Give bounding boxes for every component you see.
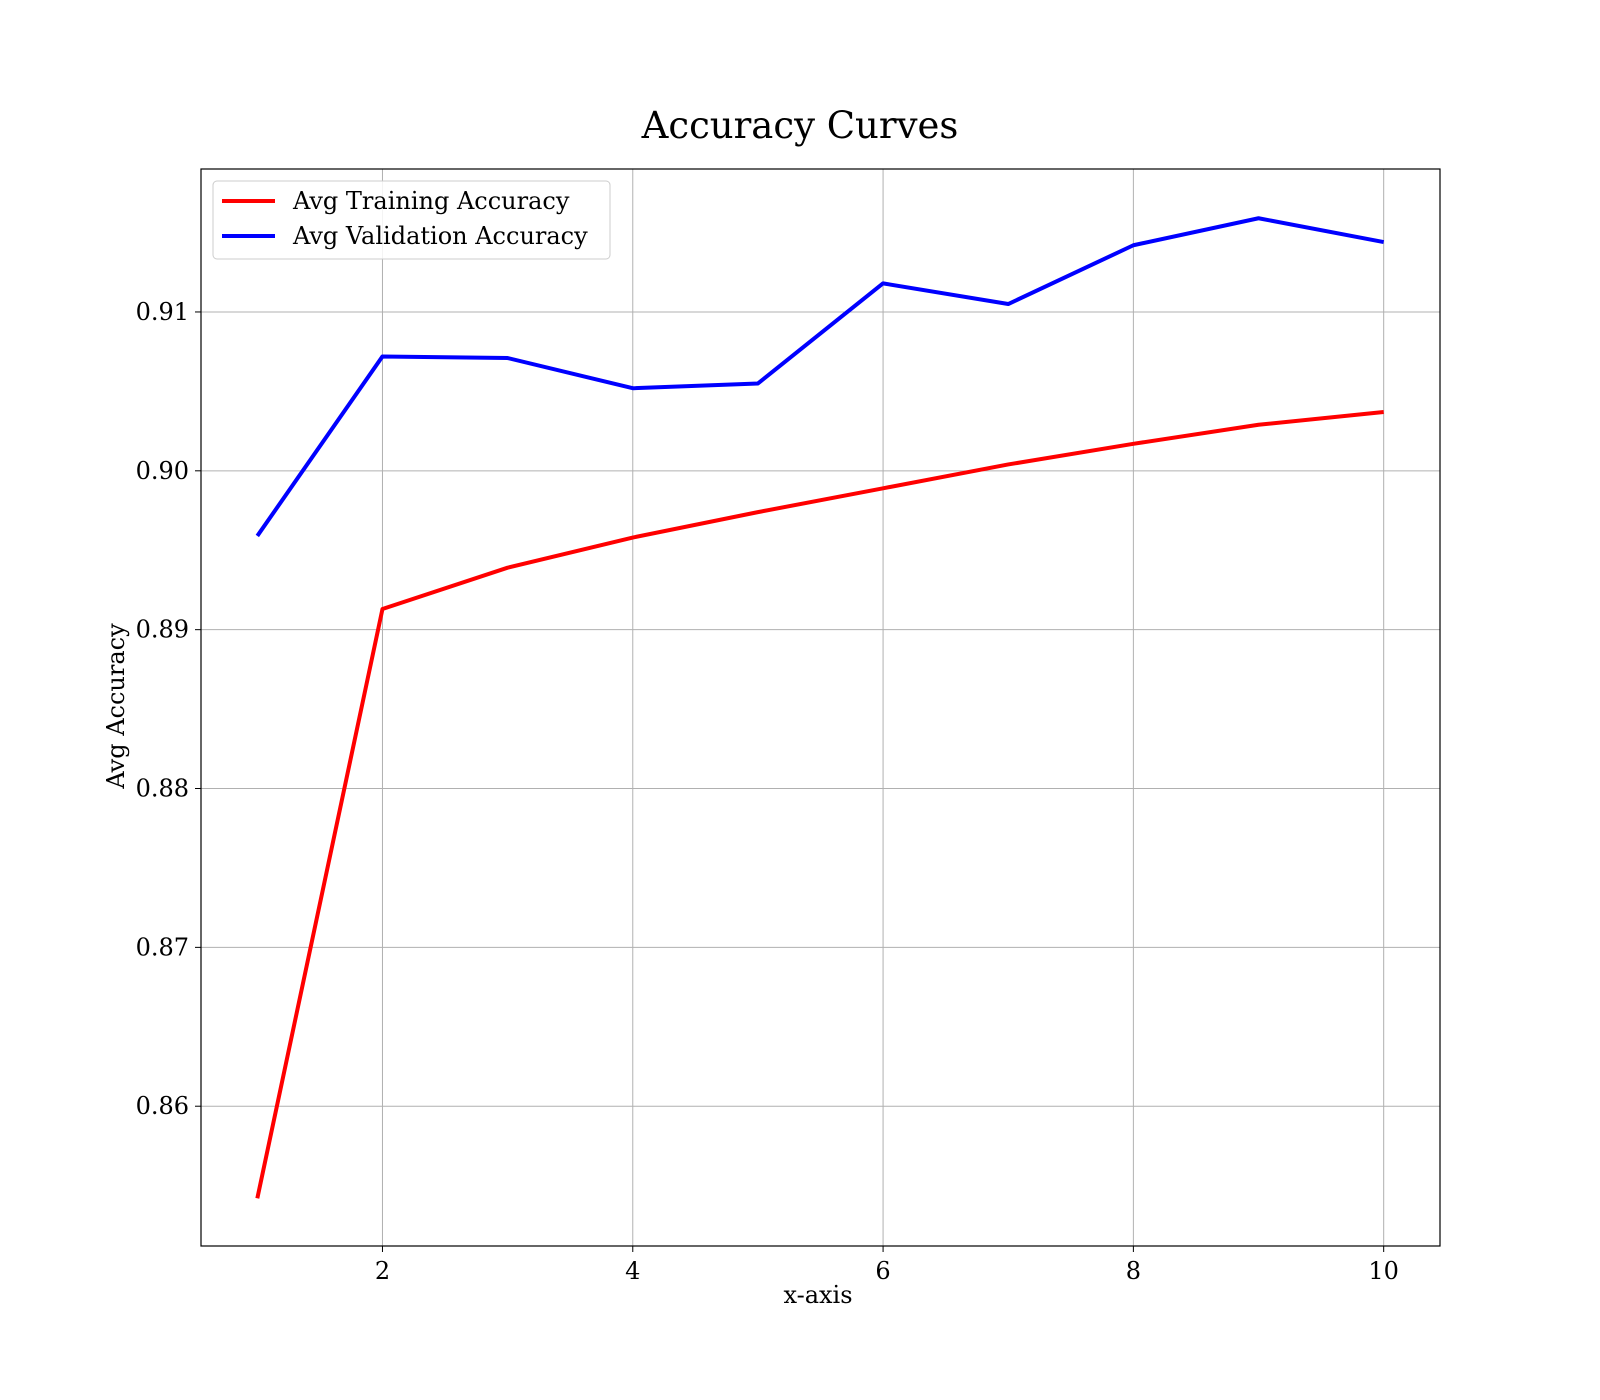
y-tick-label: 0.88 bbox=[136, 775, 189, 803]
y-tick-label: 0.90 bbox=[136, 457, 189, 485]
y-axis-label: Avg Accuracy bbox=[102, 623, 130, 790]
plot-area-frame bbox=[200, 168, 1441, 1247]
y-tick-label: 0.87 bbox=[136, 933, 189, 961]
x-tick-label: 6 bbox=[875, 1257, 890, 1285]
y-tick-label: 0.91 bbox=[136, 298, 189, 326]
x-tick-label: 8 bbox=[1126, 1257, 1141, 1285]
x-tick-label: 2 bbox=[375, 1257, 390, 1285]
axis-ticks: 2 4 6 8 10 0.86 0.87 0.88 0.89 0.90 0.91 bbox=[136, 298, 1399, 1285]
series-lines bbox=[255, 216, 1385, 1199]
x-axis-label: x-axis bbox=[783, 1281, 852, 1309]
legend: Avg Training Accuracy Avg Validation Accu… bbox=[212, 180, 611, 260]
y-tick-label: 0.89 bbox=[136, 616, 189, 644]
x-tick-label: 4 bbox=[625, 1257, 640, 1285]
x-tick-label: 10 bbox=[1368, 1257, 1399, 1285]
series-line-training bbox=[255, 410, 1384, 1199]
legend-label: Avg Training Accuracy bbox=[292, 187, 570, 215]
legend-box bbox=[212, 180, 611, 260]
chart-title: Accuracy Curves bbox=[641, 104, 959, 147]
grid bbox=[201, 169, 1440, 1246]
y-tick-label: 0.86 bbox=[136, 1092, 189, 1120]
series-line-validation bbox=[255, 216, 1385, 538]
legend-label: Avg Validation Accuracy bbox=[292, 222, 588, 250]
